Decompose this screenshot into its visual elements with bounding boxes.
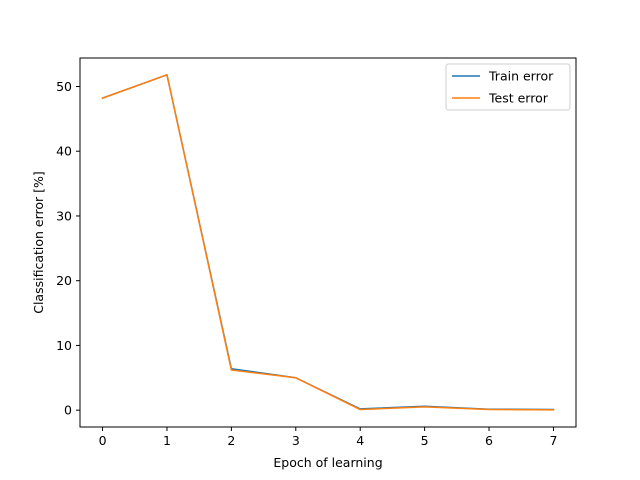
y-tick-label: 20 — [56, 273, 72, 288]
x-tick-label: 7 — [549, 433, 557, 448]
legend-label: Train error — [488, 69, 554, 84]
plot-frame — [79, 57, 577, 428]
y-tick-label: 40 — [56, 144, 72, 159]
y-axis: 0 10 20 30 40 50 — [56, 79, 80, 418]
x-tick-label: 3 — [292, 433, 300, 448]
x-tick-label: 0 — [99, 433, 107, 448]
x-tick-label: 6 — [485, 433, 493, 448]
y-axis-label: Classification error [%] — [31, 171, 46, 314]
legend: Train error Test error — [445, 63, 571, 111]
series-layer — [101, 74, 555, 411]
y-tick-label: 50 — [56, 79, 72, 94]
x-tick-label: 2 — [227, 433, 235, 448]
x-axis-label: Epoch of learning — [273, 455, 382, 470]
y-tick-label: 10 — [56, 338, 72, 353]
x-tick-label: 5 — [421, 433, 429, 448]
plot-area — [80, 58, 576, 427]
x-tick-label: 4 — [356, 433, 364, 448]
legend-label: Test error — [488, 91, 549, 106]
series-line-test-error — [101, 74, 555, 411]
y-tick-label: 0 — [64, 403, 72, 418]
x-tick-label: 1 — [163, 433, 171, 448]
y-tick-label: 30 — [56, 208, 72, 223]
x-axis: 0 1 2 3 4 5 6 7 — [99, 427, 557, 448]
